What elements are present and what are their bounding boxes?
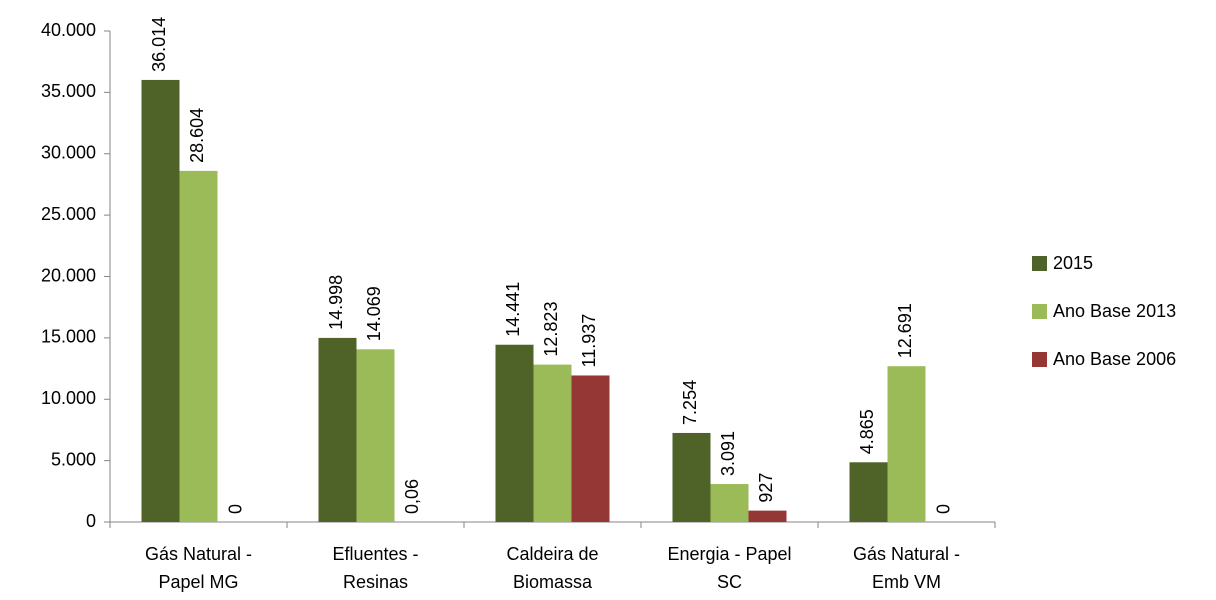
x-tick-label: Energia - Papel bbox=[667, 544, 791, 564]
value-label: 0 bbox=[933, 504, 953, 514]
value-label: 14.069 bbox=[364, 286, 384, 341]
y-tick-label: 5.000 bbox=[51, 449, 96, 469]
y-tick-label: 0 bbox=[86, 511, 96, 531]
y-tick-label: 30.000 bbox=[41, 143, 96, 163]
x-tick-label: Emb VM bbox=[872, 572, 941, 592]
x-tick-label: Caldeira de bbox=[506, 544, 598, 564]
y-tick-label: 10.000 bbox=[41, 388, 96, 408]
value-label: 14.998 bbox=[326, 275, 346, 330]
y-tick-label: 25.000 bbox=[41, 204, 96, 224]
bar bbox=[710, 484, 749, 522]
legend-swatch bbox=[1032, 352, 1047, 367]
x-tick-label: Gás Natural - bbox=[853, 544, 960, 564]
bar bbox=[887, 366, 926, 522]
value-label: 14.441 bbox=[503, 282, 523, 337]
y-tick-label: 35.000 bbox=[41, 81, 96, 101]
legend-swatch bbox=[1032, 304, 1047, 319]
value-label: 7.254 bbox=[680, 380, 700, 425]
bar bbox=[748, 510, 787, 522]
bar bbox=[571, 375, 610, 522]
bar bbox=[179, 170, 218, 522]
bar bbox=[495, 344, 534, 522]
value-label: 4.865 bbox=[857, 409, 877, 454]
value-label: 11.937 bbox=[579, 314, 599, 368]
y-tick-label: 20.000 bbox=[41, 265, 96, 285]
y-tick-label: 40.000 bbox=[41, 20, 96, 40]
bar bbox=[533, 364, 572, 522]
x-tick-label: Gás Natural - bbox=[145, 544, 252, 564]
legend-label: Ano Base 2006 bbox=[1053, 349, 1176, 369]
bar bbox=[318, 337, 357, 522]
value-label: 36.014 bbox=[149, 17, 169, 72]
x-tick-label: Papel MG bbox=[158, 572, 238, 592]
value-label: 12.823 bbox=[541, 302, 561, 357]
legend-label: 2015 bbox=[1053, 253, 1093, 273]
x-tick-label: SC bbox=[717, 572, 742, 592]
legend-swatch bbox=[1032, 256, 1047, 271]
x-tick-label: Efluentes - bbox=[332, 544, 418, 564]
bar bbox=[356, 349, 395, 522]
legend-label: Ano Base 2013 bbox=[1053, 301, 1176, 321]
value-label: 0 bbox=[225, 504, 245, 514]
y-tick-label: 15.000 bbox=[41, 327, 96, 347]
value-label: 3.091 bbox=[718, 431, 738, 476]
bar bbox=[672, 432, 711, 522]
value-label: 12.691 bbox=[895, 303, 915, 358]
bar bbox=[141, 79, 180, 522]
value-label: 0,06 bbox=[402, 479, 422, 514]
value-label: 927 bbox=[756, 473, 776, 503]
x-tick-label: Biomassa bbox=[513, 572, 593, 592]
x-tick-label: Resinas bbox=[343, 572, 408, 592]
bar bbox=[849, 462, 888, 522]
value-label: 28.604 bbox=[187, 108, 207, 163]
